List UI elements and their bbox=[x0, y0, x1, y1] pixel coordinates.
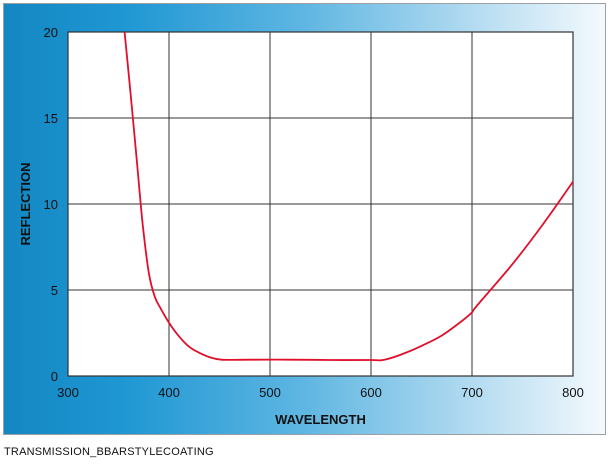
y-tick-label: 0 bbox=[51, 369, 58, 384]
y-tick-label: 15 bbox=[44, 111, 58, 126]
grid bbox=[67, 31, 574, 377]
image-caption: TRANSMISSION_BBARSTYLECOATING bbox=[4, 446, 214, 458]
x-tick-label: 500 bbox=[259, 385, 281, 400]
tick-labels: 300 400 500 600 700 800 0 5 10 15 20 bbox=[44, 25, 584, 400]
y-tick-label: 10 bbox=[44, 197, 58, 212]
x-tick-label: 300 bbox=[57, 385, 79, 400]
line-chart: 300 400 500 600 700 800 0 5 10 15 20 WAVELENGTH RE… bbox=[18, 25, 584, 427]
y-tick-label: 5 bbox=[51, 283, 58, 298]
x-tick-label: 600 bbox=[360, 385, 382, 400]
y-tick-label: 20 bbox=[44, 25, 58, 40]
x-tick-label: 700 bbox=[461, 385, 483, 400]
chart-panel: 300 400 500 600 700 800 0 5 10 15 20 WAVELENGTH RE… bbox=[3, 3, 606, 435]
y-axis-title: REFLECTION bbox=[18, 162, 33, 245]
x-tick-label: 400 bbox=[158, 385, 180, 400]
x-tick-label: 800 bbox=[562, 385, 584, 400]
x-axis-title: WAVELENGTH bbox=[275, 412, 366, 427]
reflection-curve bbox=[123, 31, 574, 362]
